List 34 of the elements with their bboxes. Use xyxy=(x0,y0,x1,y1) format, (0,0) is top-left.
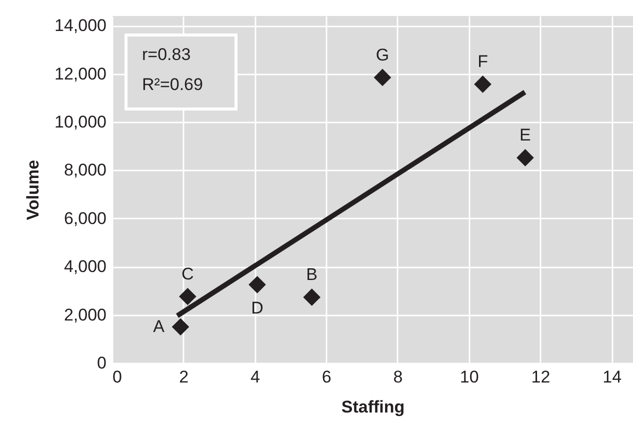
y-tick-label: 2,000 xyxy=(64,305,106,324)
x-tick-label: 0 xyxy=(112,368,122,386)
annotation: B xyxy=(306,265,318,284)
point xyxy=(248,276,266,294)
y-tick-label: 14,000 xyxy=(54,16,106,36)
annotation: R²=0.69 xyxy=(142,75,203,94)
annotation: A xyxy=(153,316,166,336)
y-tick-label: 10,000 xyxy=(54,112,106,132)
annotation: C xyxy=(182,264,194,284)
y-tick-label: 12,000 xyxy=(54,64,106,84)
x-tick-label: 10 xyxy=(460,368,479,386)
y-tick-label: 0 xyxy=(97,354,106,372)
x-tick-label: 14 xyxy=(602,368,622,386)
annotation: G xyxy=(376,45,390,64)
annotation: D xyxy=(251,298,264,318)
y-tick-label: 6,000 xyxy=(64,208,106,228)
y-tick-label: 4,000 xyxy=(64,257,106,276)
x-axis-title: Staffing xyxy=(341,398,405,416)
x-tick-label: 2 xyxy=(179,368,189,386)
x-tick-label: 4 xyxy=(250,368,260,386)
point xyxy=(172,318,190,336)
y-tick-label: 8,000 xyxy=(64,160,106,180)
point xyxy=(516,149,534,166)
x-tick-label: 12 xyxy=(531,368,550,386)
point xyxy=(303,288,320,306)
annotation: r=0.83 xyxy=(142,45,191,64)
point xyxy=(178,288,196,306)
y-axis-title: Volume xyxy=(24,160,43,220)
x-tick-label: 6 xyxy=(322,368,332,386)
x-tick-label: 8 xyxy=(393,368,403,386)
point xyxy=(474,76,492,93)
point xyxy=(374,68,392,86)
annotation: E xyxy=(520,126,531,145)
annotation: F xyxy=(478,52,488,72)
